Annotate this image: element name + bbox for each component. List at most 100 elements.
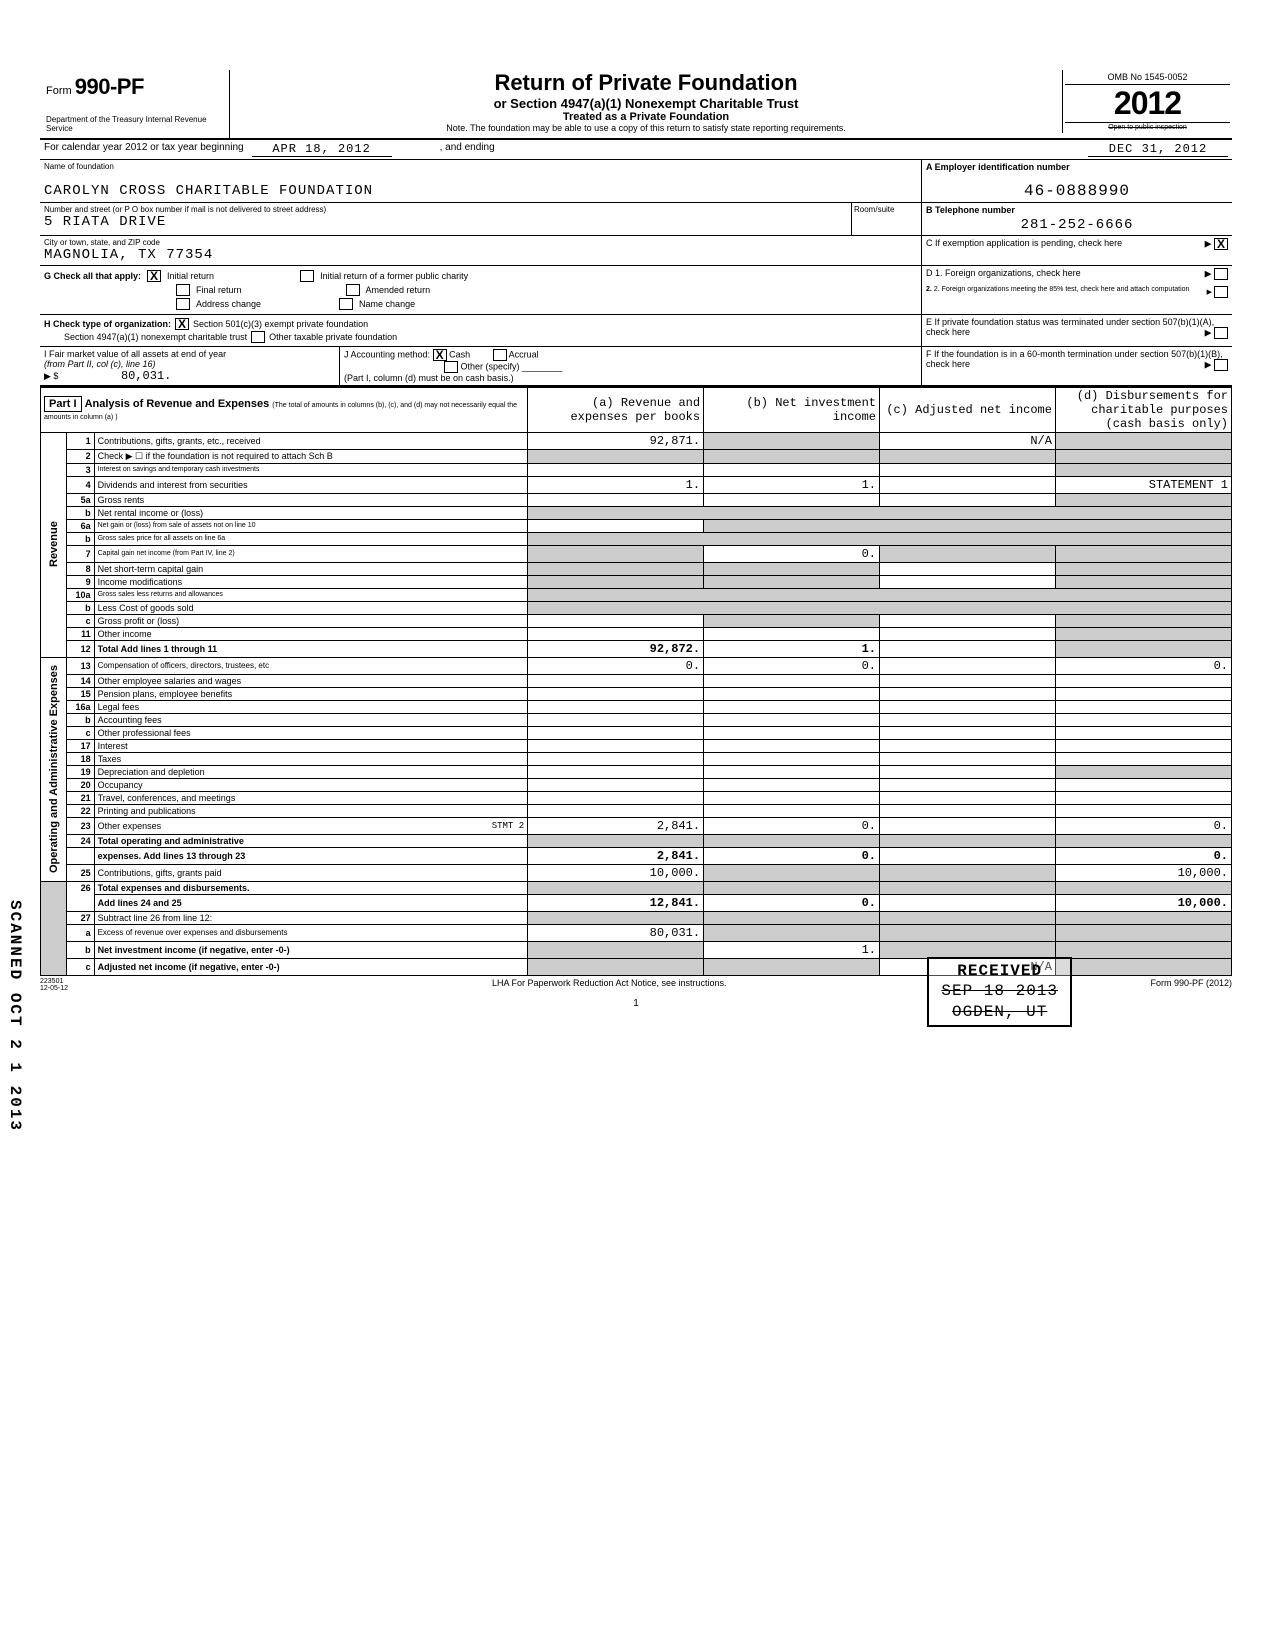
cell-d bbox=[1055, 924, 1231, 941]
initial-return-checkbox[interactable] bbox=[147, 270, 161, 282]
cell-a bbox=[528, 726, 704, 739]
cell-c bbox=[880, 804, 1056, 817]
cell-b bbox=[704, 924, 880, 941]
col-a-header: (a) Revenue and expenses per books bbox=[528, 387, 704, 432]
row-desc: Other professional fees bbox=[94, 726, 528, 739]
cell-a bbox=[528, 804, 704, 817]
table-row: c Other professional fees bbox=[41, 726, 1232, 739]
final-return-checkbox[interactable] bbox=[176, 284, 190, 296]
cell-b: 1. bbox=[704, 941, 880, 958]
table-row: Add lines 24 and 25 12,841. 0. 10,000. bbox=[41, 894, 1232, 911]
cell-d bbox=[1055, 791, 1231, 804]
cell-b bbox=[704, 463, 880, 476]
cell-b: 1. bbox=[704, 640, 880, 657]
row-desc: Travel, conferences, and meetings bbox=[94, 791, 528, 804]
row-desc: Capital gain net income (from Part IV, l… bbox=[94, 545, 528, 562]
ein-value: 46-0888990 bbox=[926, 182, 1228, 200]
row-num: 2 bbox=[66, 449, 94, 463]
header-marks bbox=[40, 30, 1232, 70]
row-num: 21 bbox=[66, 791, 94, 804]
cell-b: 0. bbox=[704, 657, 880, 674]
address-change-checkbox[interactable] bbox=[176, 298, 190, 310]
table-row: 22 Printing and publications bbox=[41, 804, 1232, 817]
row-num: 17 bbox=[66, 739, 94, 752]
cell-c bbox=[880, 476, 1056, 493]
row-num: 6a bbox=[66, 519, 94, 532]
501c3-checkbox[interactable] bbox=[175, 318, 189, 330]
cell-b bbox=[704, 778, 880, 791]
cell-d bbox=[1055, 713, 1231, 726]
phone-label: B Telephone number bbox=[926, 205, 1228, 215]
initial-former-checkbox[interactable] bbox=[300, 270, 314, 282]
cell-a: 2,841. bbox=[528, 847, 704, 864]
calendar-label: For calendar year 2012 or tax year begin… bbox=[44, 142, 244, 157]
cell-merged bbox=[528, 588, 1232, 601]
table-row: Operating and Administrative Expenses 13… bbox=[41, 657, 1232, 674]
table-row: b Accounting fees bbox=[41, 713, 1232, 726]
row-num: 26 bbox=[66, 881, 94, 894]
cell-a bbox=[528, 752, 704, 765]
other-checkbox[interactable] bbox=[444, 361, 458, 373]
cell-b bbox=[704, 627, 880, 640]
cell-d bbox=[1055, 834, 1231, 847]
initial-former-label: Initial return of a former public charit… bbox=[320, 271, 468, 281]
cell-b bbox=[704, 834, 880, 847]
f-checkbox[interactable] bbox=[1214, 359, 1228, 371]
d1-checkbox[interactable] bbox=[1214, 268, 1228, 280]
ein-label: A Employer identification number bbox=[926, 162, 1228, 172]
blank-side bbox=[41, 881, 67, 975]
row-desc: Other expenses STMT 2 bbox=[94, 817, 528, 834]
name-change-checkbox[interactable] bbox=[339, 298, 353, 310]
section-j: J Accounting method: Cash Accrual Other … bbox=[340, 347, 922, 385]
cell-a: 1. bbox=[528, 476, 704, 493]
accrual-checkbox[interactable] bbox=[493, 349, 507, 361]
form-header: Form 990-PF Department of the Treasury I… bbox=[40, 70, 1232, 140]
row-desc: Legal fees bbox=[94, 700, 528, 713]
cell-d bbox=[1055, 804, 1231, 817]
row-desc: Contributions, gifts, grants, etc., rece… bbox=[94, 432, 528, 449]
cell-a bbox=[528, 562, 704, 575]
cell-a bbox=[528, 778, 704, 791]
cell-c bbox=[880, 911, 1056, 924]
row-num: 11 bbox=[66, 627, 94, 640]
4947-checkbox[interactable] bbox=[251, 331, 265, 343]
cell-a bbox=[528, 911, 704, 924]
row-desc: Total operating and administrative bbox=[94, 834, 528, 847]
row-desc: Gross rents bbox=[94, 493, 528, 506]
section-g-row: G Check all that apply: Initial return I… bbox=[40, 266, 1232, 315]
cell-d bbox=[1055, 911, 1231, 924]
cell-c bbox=[880, 627, 1056, 640]
cell-a bbox=[528, 575, 704, 588]
c-checkbox[interactable]: ▶ bbox=[1205, 238, 1228, 250]
row-desc: Gross profit or (loss) bbox=[94, 614, 528, 627]
cell-b bbox=[704, 449, 880, 463]
e-checkbox[interactable] bbox=[1214, 327, 1228, 339]
cell-a bbox=[528, 614, 704, 627]
subtitle-1: or Section 4947(a)(1) Nonexempt Charitab… bbox=[236, 96, 1056, 111]
address-change-label: Address change bbox=[196, 299, 261, 309]
form-header-left: Form 990-PF Department of the Treasury I… bbox=[40, 70, 230, 138]
cell-d bbox=[1055, 765, 1231, 778]
row-desc: Interest bbox=[94, 739, 528, 752]
department: Department of the Treasury Internal Reve… bbox=[46, 116, 223, 134]
footer-code: 223501 12-05-12 bbox=[40, 978, 68, 992]
row-num: 14 bbox=[66, 674, 94, 687]
form-header-right: OMB No 1545-0052 2012 Open to public ins… bbox=[1062, 70, 1232, 133]
cell-b: 0. bbox=[704, 847, 880, 864]
cash-checkbox[interactable] bbox=[433, 349, 447, 361]
table-row: 17 Interest bbox=[41, 739, 1232, 752]
cell-b bbox=[704, 804, 880, 817]
address-value: 5 RIATA DRIVE bbox=[44, 214, 847, 230]
cell-c bbox=[880, 739, 1056, 752]
cell-a: 92,871. bbox=[528, 432, 704, 449]
d2-checkbox[interactable] bbox=[1214, 286, 1228, 298]
section-f: F If the foundation is in a 60-month ter… bbox=[922, 347, 1232, 385]
cell-a bbox=[528, 881, 704, 894]
cell-c bbox=[880, 657, 1056, 674]
row-desc: Net short-term capital gain bbox=[94, 562, 528, 575]
cell-c bbox=[880, 726, 1056, 739]
fmv-value-row: ▶ $ 80,031. bbox=[44, 369, 335, 383]
amended-return-checkbox[interactable] bbox=[346, 284, 360, 296]
row-desc: expenses. Add lines 13 through 23 bbox=[94, 847, 528, 864]
cell-a bbox=[528, 627, 704, 640]
